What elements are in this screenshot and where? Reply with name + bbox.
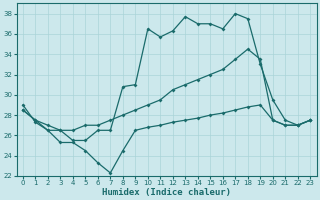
X-axis label: Humidex (Indice chaleur): Humidex (Indice chaleur) — [102, 188, 231, 197]
